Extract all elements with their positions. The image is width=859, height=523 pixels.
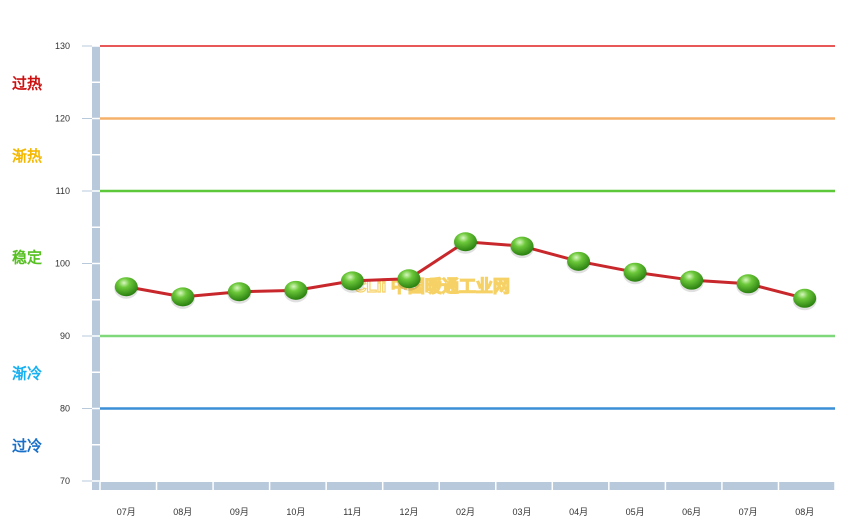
data-point	[114, 277, 138, 297]
x-axis-band	[92, 482, 835, 490]
data-point	[736, 274, 760, 294]
data-point	[227, 282, 251, 302]
y-tick-label: 90	[60, 331, 70, 341]
x-tick-label: 12月	[399, 507, 418, 517]
x-tick-label: 08月	[795, 507, 814, 517]
data-point	[793, 288, 817, 308]
data-point	[567, 251, 591, 271]
x-tick-label: 03月	[513, 507, 532, 517]
x-tick-label: 11月	[343, 507, 361, 517]
data-point	[340, 271, 364, 291]
x-tick-label: 10月	[286, 507, 305, 517]
data-point	[510, 236, 534, 256]
data-point	[397, 269, 421, 289]
y-tick-label: 70	[60, 476, 70, 486]
x-tick-label: 02月	[456, 507, 475, 517]
data-point	[680, 270, 704, 290]
zone-label: 稳定	[12, 248, 42, 266]
y-tick-label: 130	[55, 41, 70, 51]
zone-label: 过热	[12, 74, 42, 92]
x-tick-label: 04月	[569, 507, 588, 517]
zone-label: 渐热	[12, 147, 42, 165]
y-tick-label: 100	[55, 259, 70, 269]
x-tick-label: 07月	[117, 507, 136, 517]
y-tick-label: 80	[60, 404, 70, 414]
y-tick-label: 110	[56, 186, 70, 196]
data-point	[171, 287, 195, 307]
data-point	[284, 280, 308, 300]
data-point	[623, 262, 647, 282]
data-point	[454, 232, 477, 252]
x-tick-label: 06月	[682, 507, 701, 517]
x-tick-label: 07月	[739, 507, 758, 517]
y-axis-band	[92, 46, 100, 490]
zone-label: 过冷	[12, 437, 42, 455]
y-tick-label: 120	[55, 114, 70, 124]
x-tick-label: 08月	[173, 507, 192, 517]
x-tick-label: 05月	[626, 507, 645, 517]
x-tick-label: 09月	[230, 507, 249, 517]
zone-label: 渐冷	[12, 364, 42, 382]
